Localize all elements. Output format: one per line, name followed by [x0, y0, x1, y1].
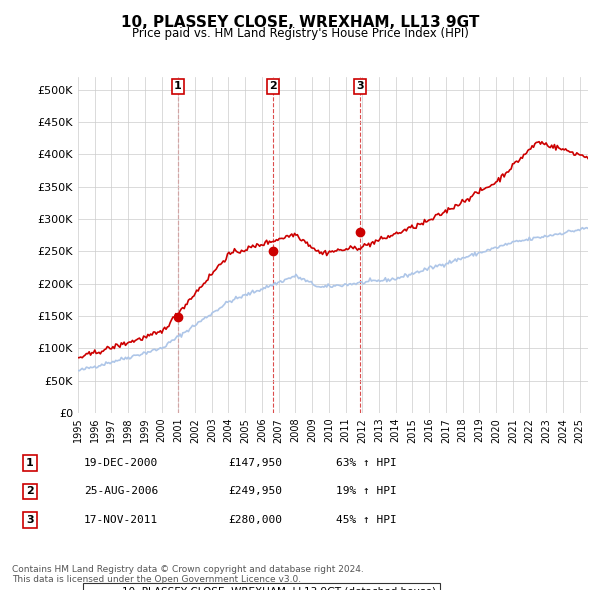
Text: Contains HM Land Registry data © Crown copyright and database right 2024.
This d: Contains HM Land Registry data © Crown c…: [12, 565, 364, 584]
Text: Price paid vs. HM Land Registry's House Price Index (HPI): Price paid vs. HM Land Registry's House …: [131, 27, 469, 40]
Text: 1: 1: [26, 458, 34, 468]
Text: £280,000: £280,000: [228, 515, 282, 525]
Text: 2: 2: [26, 487, 34, 496]
Text: 10, PLASSEY CLOSE, WREXHAM, LL13 9GT: 10, PLASSEY CLOSE, WREXHAM, LL13 9GT: [121, 15, 479, 30]
Text: 19-DEC-2000: 19-DEC-2000: [84, 458, 158, 468]
Text: 3: 3: [26, 515, 34, 525]
Text: 63% ↑ HPI: 63% ↑ HPI: [336, 458, 397, 468]
Text: 2: 2: [269, 81, 277, 91]
Text: 17-NOV-2011: 17-NOV-2011: [84, 515, 158, 525]
Legend: 10, PLASSEY CLOSE, WREXHAM, LL13 9GT (detached house), HPI: Average price, detac: 10, PLASSEY CLOSE, WREXHAM, LL13 9GT (de…: [83, 583, 440, 590]
Text: 25-AUG-2006: 25-AUG-2006: [84, 487, 158, 496]
Text: 19% ↑ HPI: 19% ↑ HPI: [336, 487, 397, 496]
Text: 1: 1: [174, 81, 182, 91]
Text: £249,950: £249,950: [228, 487, 282, 496]
Text: 45% ↑ HPI: 45% ↑ HPI: [336, 515, 397, 525]
Text: 3: 3: [356, 81, 364, 91]
Text: £147,950: £147,950: [228, 458, 282, 468]
